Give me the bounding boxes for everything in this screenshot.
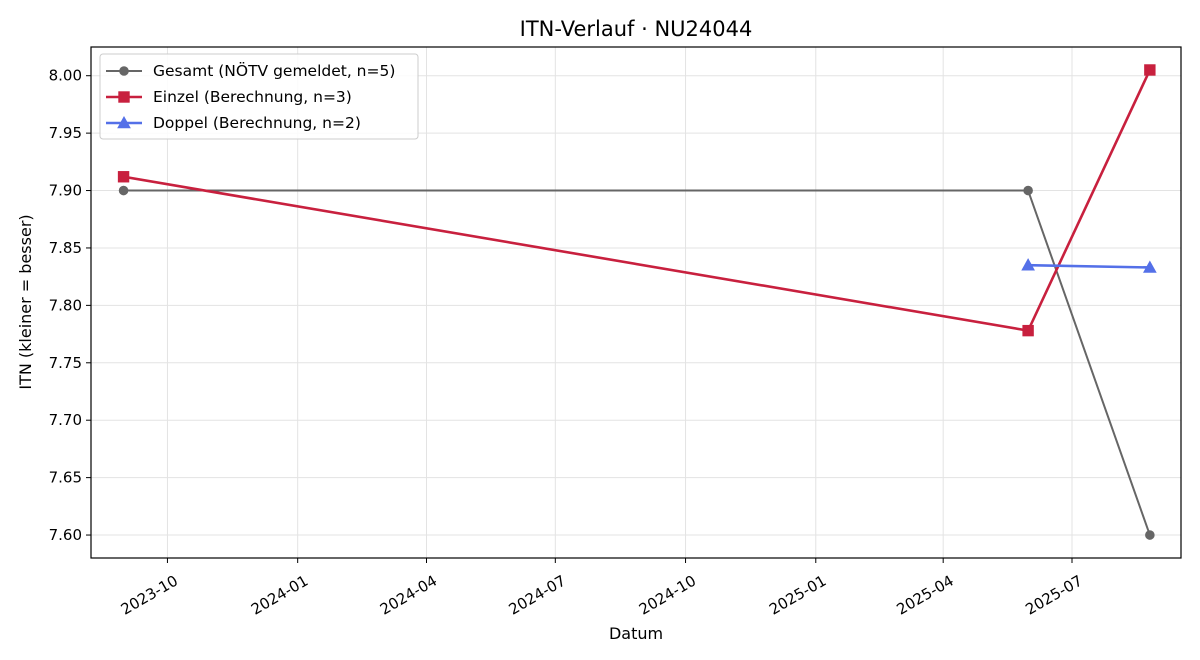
legend-marker (118, 91, 130, 103)
legend-item: Einzel (Berechnung, n=3) (106, 88, 352, 106)
data-point (117, 171, 130, 183)
y-axis-title: ITN (kleiner = besser) (16, 214, 35, 389)
legend-label: Doppel (Berechnung, n=2) (153, 114, 361, 132)
chart-title: ITN-Verlauf · NU24044 (520, 17, 753, 41)
x-tick-label: 2025-04 (894, 572, 957, 619)
gridlines (91, 47, 1181, 558)
y-tick-label: 7.70 (49, 411, 82, 429)
x-tick-label: 2024-01 (248, 572, 311, 619)
y-tick-label: 7.95 (49, 124, 82, 142)
legend-box (99, 53, 419, 140)
x-tick-label: 2024-07 (506, 572, 569, 619)
y-tick-label: 7.65 (49, 469, 82, 487)
data-point (1143, 260, 1157, 273)
legend-item: Doppel (Berechnung, n=2) (106, 114, 361, 132)
y-tick-label: 7.85 (49, 239, 82, 257)
data-series (117, 64, 1157, 540)
data-point (118, 185, 129, 196)
data-point (1023, 185, 1033, 196)
x-tick-label: 2025-07 (1022, 572, 1085, 619)
x-axis: 2023-10 2024-01 2024-04 2024-07 2024-10 2025-… (118, 558, 1086, 619)
legend-marker (119, 66, 129, 76)
legend-label: Einzel (Berechnung, n=3) (153, 88, 352, 106)
x-tick-label: 2025-01 (766, 572, 829, 619)
data-point (1021, 258, 1035, 271)
legend: Gesamt (NÖTV gemeldet, n=5) Einzel (Berec… (99, 53, 419, 140)
data-point (1144, 64, 1156, 76)
x-axis-title: Datum (609, 624, 663, 643)
series-circle (118, 185, 1155, 540)
legend-item: Gesamt (NÖTV gemeldet, n=5) (106, 61, 395, 80)
y-tick-label: 7.90 (49, 182, 82, 200)
series-line (1028, 263, 1150, 269)
y-tick-label: 7.80 (49, 296, 82, 314)
data-point (1022, 324, 1034, 337)
x-tick-label: 2024-04 (377, 572, 440, 619)
y-tick-label: 7.75 (49, 354, 82, 372)
plot-area-frame (90, 46, 1182, 559)
y-tick-label: 7.60 (49, 526, 82, 544)
y-axis: 7.60 7.65 7.70 7.75 7.80 7.85 7.90 7.95 8.00 (49, 67, 91, 544)
series-triangle (1021, 258, 1157, 273)
series-square (117, 64, 1156, 337)
x-tick-label: 2023-10 (118, 572, 181, 619)
x-tick-label: 2024-10 (636, 572, 699, 619)
data-point (1145, 530, 1155, 540)
legend-marker (117, 115, 131, 129)
legend-label: Gesamt (NÖTV gemeldet, n=5) (153, 61, 395, 80)
y-tick-label: 8.00 (49, 67, 82, 85)
